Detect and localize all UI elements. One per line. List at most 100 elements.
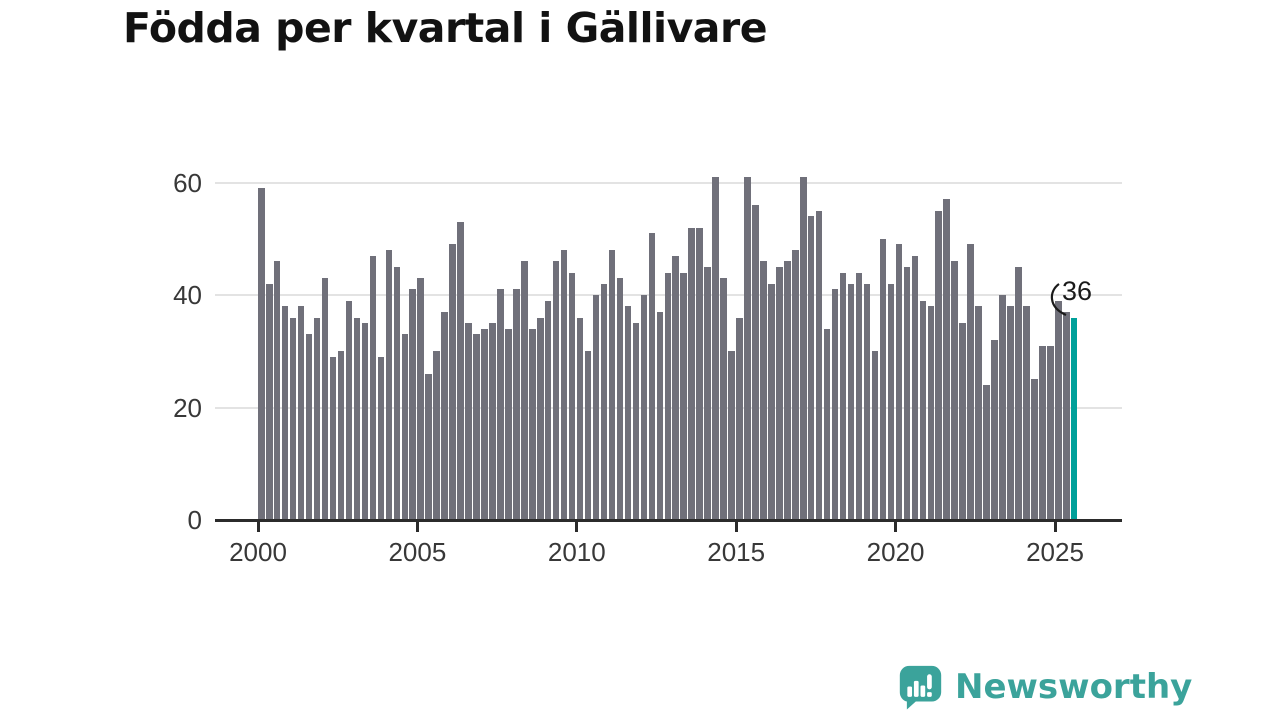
- bar-q91: [975, 306, 982, 521]
- bar-q52: [664, 272, 672, 520]
- bar-q72: [823, 328, 831, 521]
- bar-q87: [943, 199, 950, 520]
- bar-q71: [815, 210, 823, 520]
- bar-q74: [839, 272, 847, 520]
- bar-q8: [313, 317, 321, 520]
- bar-q84: [919, 300, 927, 520]
- bar-q36: [537, 317, 544, 520]
- bar-q44: [600, 283, 608, 521]
- bar-q34: [521, 261, 528, 521]
- bar-q23: [433, 351, 440, 521]
- bar-q45: [608, 250, 616, 520]
- bar-q46: [616, 278, 624, 520]
- bar-q56: [696, 227, 703, 520]
- bar-q80: [887, 283, 895, 521]
- bar-q68: [792, 250, 799, 520]
- x-axis-line: [215, 519, 1122, 522]
- x-tick-2020: [894, 522, 898, 532]
- bar-q96: [1015, 266, 1022, 520]
- x-axis-label-2005: 2005: [388, 537, 447, 567]
- bar-q73: [831, 289, 839, 520]
- bar-q76: [855, 272, 863, 520]
- bar-q55: [688, 227, 695, 520]
- bar-q89: [959, 323, 966, 520]
- x-tick-2025: [1053, 522, 1057, 532]
- bar-q92: [983, 385, 990, 520]
- bar-q102: [1063, 311, 1070, 520]
- bar-q33: [513, 289, 520, 520]
- bar-q65: [768, 283, 775, 521]
- bar-q9: [321, 278, 329, 520]
- bar-q60: [728, 351, 735, 521]
- bar-q30: [489, 323, 496, 520]
- bar-q28: [473, 334, 480, 520]
- bar-q7: [305, 334, 313, 520]
- bar-q64: [760, 261, 767, 521]
- bar-q47: [624, 306, 632, 521]
- bar-q48: [632, 323, 640, 520]
- bar-q49: [640, 295, 648, 520]
- brand-name: Newsworthy: [955, 666, 1193, 707]
- bar-q86: [935, 210, 942, 520]
- bar-q103: [1070, 317, 1078, 520]
- bar-q32: [505, 328, 512, 521]
- newsworthy-logo: Newsworthy: [897, 663, 1192, 710]
- last-value-annotation: 36: [1062, 276, 1093, 306]
- bar-q77: [863, 283, 871, 521]
- bar-q35: [529, 328, 536, 521]
- bar-q75: [847, 283, 855, 521]
- bar-q18: [393, 266, 401, 520]
- bar-q70: [807, 216, 815, 521]
- bar-q14: [361, 323, 369, 520]
- y-axis-label-0: 0: [187, 505, 202, 535]
- bar-q5: [289, 317, 297, 520]
- bar-q63: [752, 205, 759, 520]
- bar-q22: [425, 373, 432, 521]
- bar-q39: [560, 250, 568, 520]
- bar-q85: [927, 306, 935, 521]
- bar-q17: [385, 250, 393, 520]
- bar-q101: [1055, 300, 1062, 520]
- bar-q19: [401, 334, 409, 520]
- x-axis-label-2010: 2010: [547, 537, 606, 567]
- bar-q67: [784, 261, 791, 521]
- gridline-y-60: [215, 181, 1122, 184]
- bar-q54: [680, 272, 687, 520]
- bar-q4: [281, 306, 289, 521]
- bar-q11: [337, 351, 345, 521]
- x-axis-label-2015: 2015: [707, 537, 766, 567]
- bar-q43: [592, 295, 600, 520]
- bar-q37: [544, 300, 552, 520]
- bar-q66: [776, 266, 783, 520]
- bar-q25: [449, 244, 456, 520]
- x-tick-2005: [415, 522, 419, 532]
- bar-q62: [744, 176, 751, 520]
- bar-q41: [576, 317, 584, 520]
- bar-q21: [417, 278, 424, 520]
- bar-q53: [672, 255, 679, 520]
- x-tick-2010: [575, 522, 579, 532]
- y-axis-label-40: 40: [173, 280, 202, 310]
- bar-q26: [457, 221, 464, 520]
- bar-q93: [991, 340, 998, 520]
- bar-q59: [720, 278, 727, 520]
- bar-q10: [329, 356, 337, 520]
- bar-q12: [345, 300, 353, 520]
- bar-q24: [441, 311, 448, 520]
- x-tick-2000: [256, 522, 260, 532]
- y-axis-label-20: 20: [173, 392, 202, 423]
- bar-q16: [377, 356, 385, 520]
- bar-q57: [704, 266, 711, 520]
- bar-q29: [481, 328, 488, 521]
- bar-q90: [967, 244, 974, 520]
- bar-q38: [552, 261, 560, 521]
- bar-q20: [409, 289, 416, 520]
- bar-q15: [369, 255, 377, 520]
- bar-q40: [568, 272, 576, 520]
- x-axis-label-2020: 2020: [866, 537, 925, 567]
- x-axis-label-2025: 2025: [1026, 537, 1084, 567]
- bar-q13: [353, 317, 361, 520]
- bar-q95: [1007, 306, 1014, 521]
- bar-q42: [584, 351, 592, 521]
- bar-q2: [266, 283, 273, 521]
